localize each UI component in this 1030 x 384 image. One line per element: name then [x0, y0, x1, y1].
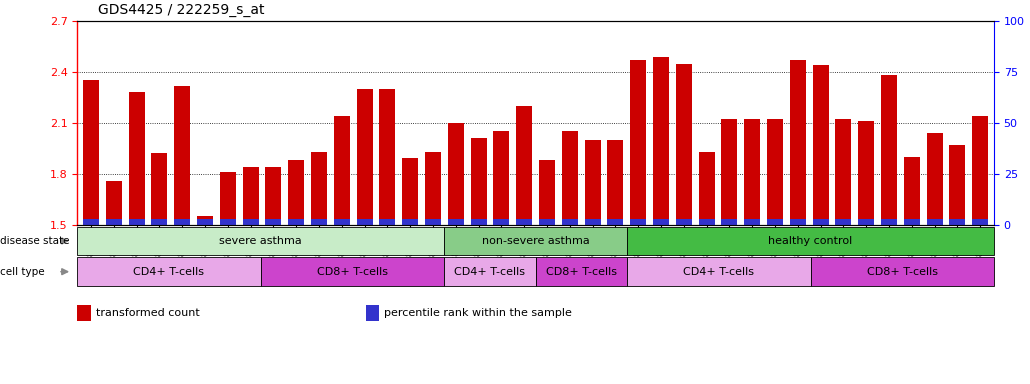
Text: healthy control: healthy control	[768, 236, 853, 246]
Bar	[129, 93, 144, 225]
Bar	[745, 119, 760, 225]
Bar	[83, 81, 99, 225]
Text: CD4+ T-cells: CD4+ T-cells	[684, 266, 754, 277]
Text: non-severe asthma: non-severe asthma	[482, 236, 589, 246]
Bar	[790, 218, 805, 225]
Bar	[516, 106, 533, 225]
Bar	[219, 218, 236, 225]
Bar	[813, 218, 828, 225]
Bar	[927, 133, 942, 225]
Bar	[266, 218, 281, 225]
Bar	[608, 218, 623, 225]
Bar	[174, 86, 191, 225]
Bar	[767, 218, 783, 225]
Bar	[813, 65, 828, 225]
Text: transformed count: transformed count	[96, 308, 200, 318]
Bar	[516, 218, 533, 225]
Bar	[950, 145, 965, 225]
Bar	[402, 159, 418, 225]
Bar	[835, 218, 852, 225]
Bar	[129, 218, 144, 225]
Text: CD8+ T-cells: CD8+ T-cells	[317, 266, 387, 277]
Text: severe asthma: severe asthma	[219, 236, 302, 246]
Bar	[402, 218, 418, 225]
Bar	[106, 218, 122, 225]
Bar	[471, 138, 486, 225]
Bar	[881, 218, 897, 225]
Bar	[197, 216, 213, 225]
Bar	[83, 218, 99, 225]
Bar	[219, 172, 236, 225]
Bar	[950, 218, 965, 225]
Bar	[266, 167, 281, 225]
Text: disease state: disease state	[0, 236, 69, 246]
Bar	[927, 218, 942, 225]
Bar	[379, 218, 396, 225]
Bar	[493, 131, 510, 225]
Bar	[334, 116, 350, 225]
Bar	[493, 218, 510, 225]
Bar	[471, 218, 486, 225]
Bar	[561, 131, 578, 225]
Bar	[630, 60, 646, 225]
Bar	[972, 116, 988, 225]
Text: CD4+ T-cells: CD4+ T-cells	[134, 266, 204, 277]
Bar	[334, 218, 350, 225]
Bar	[311, 218, 327, 225]
Text: percentile rank within the sample: percentile rank within the sample	[384, 308, 572, 318]
Bar	[767, 119, 783, 225]
Bar	[151, 154, 167, 225]
Bar	[539, 218, 555, 225]
Bar	[698, 152, 715, 225]
Bar	[676, 63, 692, 225]
Bar	[698, 218, 715, 225]
Bar	[539, 160, 555, 225]
Bar	[288, 160, 304, 225]
Bar	[151, 218, 167, 225]
Text: GDS4425 / 222259_s_at: GDS4425 / 222259_s_at	[98, 3, 265, 17]
Bar	[858, 218, 874, 225]
Bar	[356, 218, 373, 225]
Bar	[630, 218, 646, 225]
Bar	[881, 75, 897, 225]
Bar	[904, 157, 920, 225]
Bar	[197, 218, 213, 225]
Bar	[790, 60, 805, 225]
Bar	[835, 119, 852, 225]
Bar	[425, 152, 441, 225]
Text: CD4+ T-cells: CD4+ T-cells	[454, 266, 525, 277]
Bar	[243, 167, 259, 225]
Text: CD8+ T-cells: CD8+ T-cells	[867, 266, 937, 277]
Bar	[858, 121, 874, 225]
Bar	[585, 218, 600, 225]
Bar	[721, 119, 737, 225]
Bar	[425, 218, 441, 225]
Bar	[356, 89, 373, 225]
Bar	[585, 140, 600, 225]
Bar	[972, 218, 988, 225]
Bar	[721, 218, 737, 225]
Text: cell type: cell type	[0, 266, 44, 277]
Bar	[448, 123, 464, 225]
Bar	[243, 218, 259, 225]
Bar	[653, 218, 670, 225]
Bar	[608, 140, 623, 225]
Bar	[106, 180, 122, 225]
Bar	[448, 218, 464, 225]
Bar	[676, 218, 692, 225]
Bar	[653, 57, 670, 225]
Bar	[904, 218, 920, 225]
Text: CD8+ T-cells: CD8+ T-cells	[546, 266, 617, 277]
Bar	[379, 89, 396, 225]
Bar	[288, 218, 304, 225]
Bar	[174, 218, 191, 225]
Bar	[311, 152, 327, 225]
Bar	[745, 218, 760, 225]
Bar	[561, 218, 578, 225]
